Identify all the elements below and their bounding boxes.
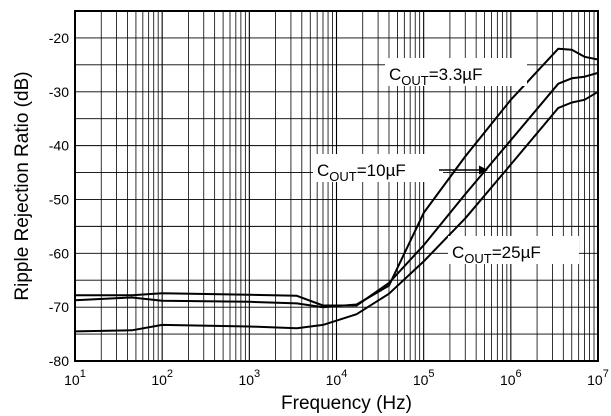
- series-annotation: COUT=25µF: [452, 243, 541, 266]
- x-tick-labels: 101 102 103 104 105 106 107: [64, 368, 609, 388]
- annotation-background: [313, 154, 443, 182]
- y-axis-label: Ripple Rejection Ratio (dB): [12, 71, 33, 300]
- x-tick-label: 102: [151, 368, 173, 388]
- plot-frame: [74, 10, 599, 362]
- x-tick-label: 107: [587, 368, 609, 388]
- grid: [74, 10, 598, 362]
- series-annotation: COUT=10µF: [317, 161, 406, 184]
- annotation-background: [448, 236, 579, 264]
- x-tick-label: 104: [326, 368, 348, 388]
- y-tick-label: -60: [49, 245, 69, 261]
- x-tick-label: 106: [500, 368, 522, 388]
- x-tick-label: 101: [64, 368, 86, 388]
- series-line-3: [74, 90, 599, 333]
- x-axis-label: Frequency (Hz): [281, 393, 412, 414]
- y-tick-label: -70: [49, 299, 69, 315]
- annotations: COUT=3.3µF COUT=10µF COUT=25µF: [313, 58, 579, 266]
- series-lines: [74, 47, 599, 333]
- y-tick-label: -30: [49, 84, 69, 100]
- y-tick-label: -80: [49, 353, 69, 369]
- x-tick-label: 103: [238, 368, 260, 388]
- series-line-2: [75, 71, 599, 307]
- y-tick-label: -40: [49, 138, 69, 154]
- annotation-background: [385, 58, 527, 86]
- series-annotation: COUT=3.3µF: [389, 65, 482, 88]
- y-tick-label: -20: [49, 30, 69, 46]
- series-line-1: [74, 47, 599, 309]
- x-tick-label: 105: [413, 368, 435, 388]
- y-tick-label: -50: [49, 191, 69, 207]
- y-tick-labels: -20 -30 -40 -50 -60 -70 -80: [49, 30, 69, 369]
